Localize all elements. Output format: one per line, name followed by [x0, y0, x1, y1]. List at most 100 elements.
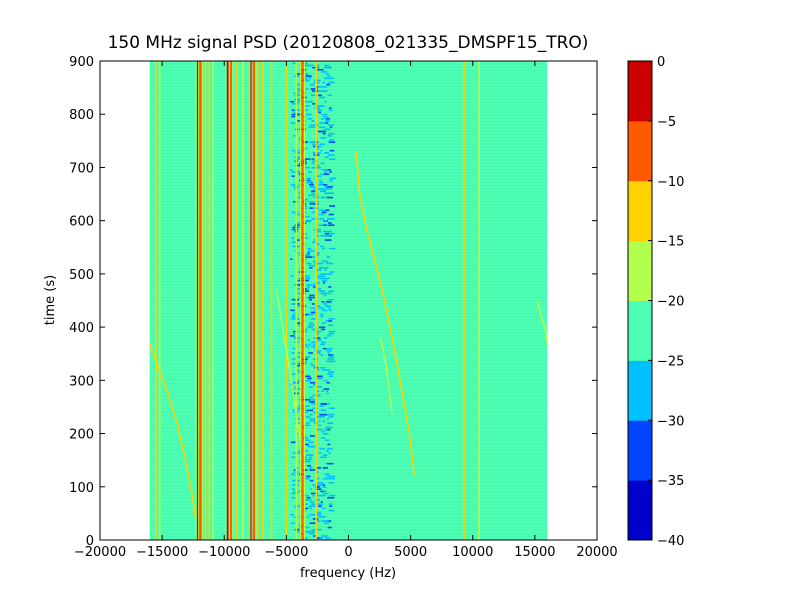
noise-speck [303, 105, 311, 107]
noise-speck [305, 62, 309, 65]
noise-speck [329, 158, 336, 160]
noise-speck [324, 77, 328, 80]
colorbar-tick-label: −35 [657, 474, 684, 489]
noise-speck [318, 213, 325, 216]
doppler-curve [148, 342, 197, 519]
noise-speck [329, 247, 336, 250]
noise-speck [322, 492, 329, 495]
noise-speck [317, 130, 323, 133]
noise-speck [309, 298, 313, 301]
noise-speck [325, 428, 331, 431]
noise-speck [323, 173, 330, 175]
noise-speck [297, 303, 300, 305]
noise-speck [316, 484, 324, 486]
noise-speck [303, 179, 307, 182]
noise-speck [303, 79, 310, 82]
noise-speck [312, 296, 315, 299]
noise-speck [304, 405, 311, 407]
heatmap [148, 61, 549, 540]
noise-speck [327, 218, 331, 220]
noise-speck [312, 103, 318, 105]
noise-speck [292, 245, 296, 248]
noise-speck [326, 520, 332, 522]
noise-speck [307, 530, 314, 533]
noise-speck [304, 460, 311, 463]
y-tick-label: 600 [69, 215, 94, 230]
noise-speck [324, 192, 328, 195]
noise-speck [303, 409, 308, 412]
noise-speck [311, 143, 318, 146]
doppler-curve [536, 300, 549, 344]
noise-speck [325, 450, 329, 452]
noise-speck [322, 369, 327, 371]
noise-speck [322, 486, 327, 488]
noise-speck [318, 452, 322, 454]
noise-speck [327, 526, 332, 529]
noise-speck [327, 94, 333, 97]
noise-speck [317, 262, 324, 265]
noise-speck [316, 166, 321, 169]
noise-speck [298, 398, 304, 401]
noise-speck [296, 288, 301, 290]
noise-speck [328, 320, 332, 322]
noise-speck [298, 405, 304, 407]
noise-speck [309, 381, 316, 384]
noise-speck [317, 369, 320, 371]
noise-speck [297, 305, 303, 307]
noise-speck [290, 169, 293, 171]
noise-speck [319, 218, 324, 220]
noise-speck [306, 262, 312, 265]
noise-speck [304, 166, 310, 169]
colorbar-band [628, 240, 652, 301]
noise-speck [295, 213, 302, 216]
noise-speck [308, 194, 313, 197]
noise-speck [290, 258, 293, 261]
noise-speck [322, 420, 326, 422]
noise-speck [308, 352, 313, 354]
noise-speck [294, 479, 302, 482]
noise-speck [323, 388, 330, 390]
noise-speck [326, 392, 329, 395]
noise-speck [326, 196, 334, 199]
noise-speck [317, 90, 322, 92]
noise-speck [326, 349, 332, 352]
noise-speck [318, 209, 326, 212]
noise-speck [292, 228, 299, 231]
noise-speck [304, 279, 310, 282]
noise-speck [294, 152, 300, 154]
noise-speck [291, 362, 299, 365]
doppler-curve [380, 337, 393, 413]
noise-speck [305, 88, 309, 90]
colorbar: −40 −35 −30 −25 −20 −15 −10 −5 0 [627, 55, 684, 549]
noise-speck [294, 245, 302, 248]
y-tick-label: 300 [69, 374, 94, 389]
noise-speck [296, 113, 303, 116]
noise-speck [306, 313, 314, 316]
noise-speck [326, 117, 330, 120]
noise-speck [309, 501, 315, 503]
noise-speck [324, 428, 328, 431]
noise-speck [325, 462, 329, 465]
noise-speck [315, 269, 322, 271]
noise-speck [321, 260, 328, 263]
noise-speck [295, 164, 301, 167]
noise-speck [311, 162, 315, 165]
noise-speck [324, 224, 329, 226]
noise-speck [309, 207, 314, 209]
noise-speck [291, 241, 297, 244]
noise-speck [309, 83, 315, 86]
noise-speck [324, 156, 329, 158]
noise-speck [327, 298, 334, 301]
noise-speck [329, 271, 335, 273]
noise-speck [291, 237, 295, 239]
noise-speck [319, 537, 324, 539]
noise-speck [305, 507, 309, 510]
noise-speck [296, 239, 300, 241]
noise-speck [296, 158, 302, 160]
noise-speck [308, 401, 314, 403]
noise-speck [291, 313, 297, 316]
noise-speck [307, 377, 312, 380]
noise-speck [314, 228, 321, 231]
noise-speck [305, 215, 310, 218]
